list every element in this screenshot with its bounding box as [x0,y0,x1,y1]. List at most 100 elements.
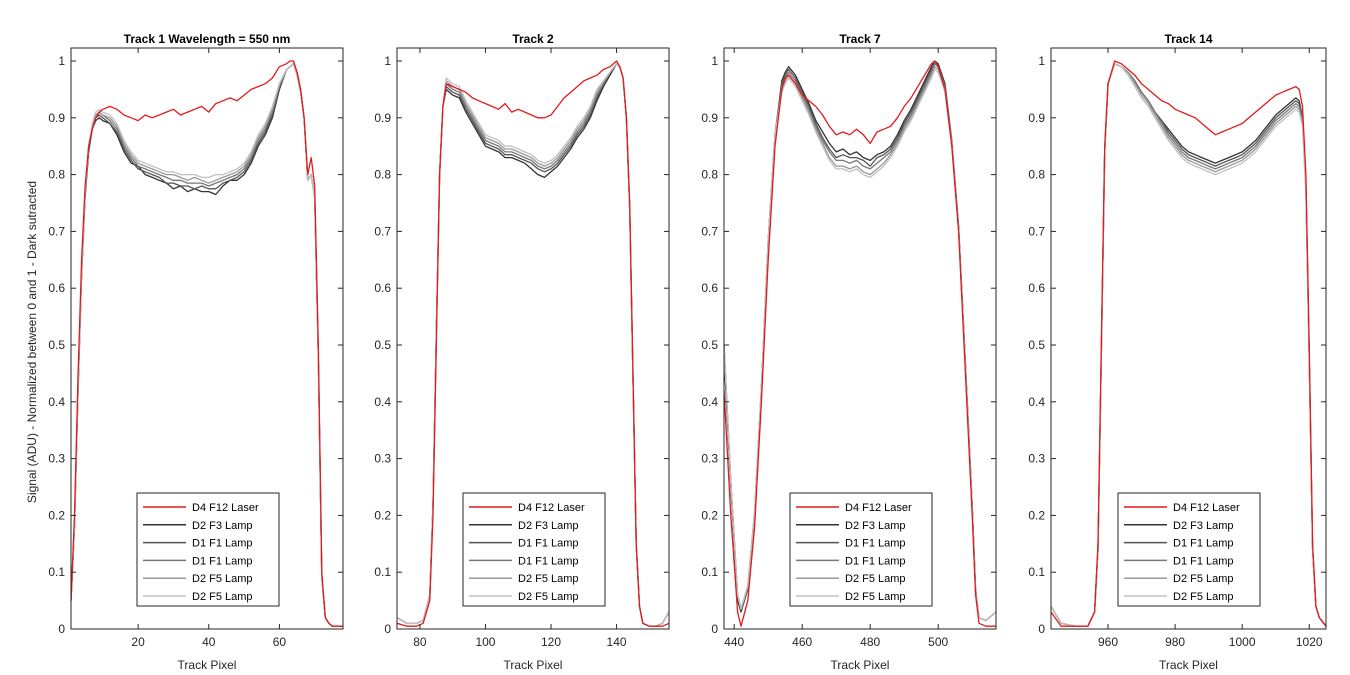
legend-label: D1 F1 Lamp [192,555,253,567]
axes-box [723,47,997,630]
legend-box [789,492,933,607]
y-tick-label: 0.5 [48,338,65,352]
y-tick-label: 0.3 [701,452,718,466]
y-tick-label: 0.1 [48,565,65,579]
legend-label: D2 F3 Lamp [845,520,906,532]
legend-label: D2 F3 Lamp [518,520,579,532]
y-tick-label: 0.4 [48,395,65,409]
chart-panel-3: 0 0.1 0.2 0.3 0.4 0.5 0.6 0.7 0.8 0.9 1 440 460 480 50… [701,32,997,672]
y-tick-label: 0.3 [48,452,65,466]
y-tick-label: 0.9 [1028,111,1045,125]
chart-title: Track 14 [1164,32,1212,46]
series-line-1 [71,60,343,627]
x-tick-label: 440 [724,635,744,649]
legend-label: D2 F5 Lamp [845,573,906,585]
x-tick-label: 120 [541,635,561,649]
y-tick-label: 0.6 [1028,281,1045,295]
y-tick-label: 0.5 [374,338,391,352]
legend-box [462,492,606,607]
x-tick-label: 140 [607,635,627,649]
legend-label: D2 F5 Lamp [845,591,906,603]
series-group [397,60,669,627]
y-tick-label: 0.7 [701,224,718,238]
chart-panel-4: 0 0.1 0.2 0.3 0.4 0.5 0.6 0.7 0.8 0.9 1 960 980 1000 1… [1028,32,1327,672]
y-tick-label: 0.1 [701,565,718,579]
y-tick-label: 1 [1038,54,1045,68]
y-tick-label: 0.8 [1028,168,1045,182]
y-tick-label: 0.9 [701,111,718,125]
series-line-1 [1051,60,1326,627]
y-tick-label: 0.6 [48,281,65,295]
y-tick-label: 1 [384,54,391,68]
legend: D4 F12 Laser D2 F3 Lamp D1 F1 Lamp D1 F1 La… [136,492,280,607]
legend-box [136,492,280,607]
y-tick-label: 0 [711,622,718,636]
legend-label: D4 F12 Laser [1173,502,1240,514]
y-tick-label: 0.2 [48,508,65,522]
legend-box [1117,492,1261,607]
chart-panel-1: 0 0.1 0.2 0.3 0.4 0.5 0.6 0.7 0.8 0.9 1 20 40 60 Track… [48,32,344,672]
x-tick-label: 460 [792,635,812,649]
x-axis-label: Track Pixel [178,658,237,672]
series-line-1 [724,60,996,627]
y-tick-label: 0 [58,622,65,636]
y-tick-label: 0.9 [48,111,65,125]
y-tick-label: 0.7 [1028,224,1045,238]
x-tick-label: 20 [131,635,145,649]
x-tick-label: 960 [1098,635,1118,649]
y-tick-label: 0.6 [374,281,391,295]
chart-title: Track 1 Wavelength = 550 nm [124,32,291,46]
legend-label: D2 F3 Lamp [192,520,253,532]
legend-label: D2 F3 Lamp [1173,520,1234,532]
figure-ylabel: Signal (ADU) - Normalized between 0 and … [25,181,39,503]
y-tick-label: 0.1 [374,565,391,579]
y-tick-label: 0.1 [1028,565,1045,579]
legend-label: D2 F5 Lamp [1173,591,1234,603]
x-tick-label: 1020 [1296,635,1323,649]
legend: D4 F12 Laser D2 F3 Lamp D1 F1 Lamp D1 F1 La… [789,492,933,607]
y-tick-label: 0.3 [1028,452,1045,466]
y-tick-label: 0.5 [701,338,718,352]
legend-label: D4 F12 Laser [845,502,912,514]
legend-label: D2 F5 Lamp [192,573,253,585]
y-tick-label: 0.7 [48,224,65,238]
legend: D4 F12 Laser D2 F3 Lamp D1 F1 Lamp D1 F1 La… [462,492,606,607]
legend-label: D1 F1 Lamp [1173,538,1234,550]
legend-label: D2 F5 Lamp [1173,573,1234,585]
x-tick-label: 480 [860,635,880,649]
x-tick-label: 1000 [1229,635,1256,649]
y-tick-label: 0.7 [374,224,391,238]
legend-label: D4 F12 Laser [518,502,585,514]
y-tick-label: 0 [384,622,391,636]
x-tick-label: 80 [413,635,427,649]
legend-label: D1 F1 Lamp [845,538,906,550]
series-group [71,60,343,627]
series-group [1051,60,1326,627]
y-tick-label: 0.4 [701,395,718,409]
y-tick-label: 0.2 [701,508,718,522]
y-tick-label: 0.8 [374,168,391,182]
y-tick-label: 0.8 [701,168,718,182]
axes-box [70,47,344,630]
y-tick-label: 0.6 [701,281,718,295]
y-tick-label: 0 [1038,622,1045,636]
y-tick-label: 0.2 [374,508,391,522]
y-tick-label: 0.9 [374,111,391,125]
x-axis-label: Track Pixel [1159,658,1218,672]
x-tick-label: 980 [1165,635,1185,649]
x-tick-label: 100 [475,635,495,649]
legend-label: D2 F5 Lamp [518,591,579,603]
axes-box [1050,47,1327,630]
y-tick-label: 0.4 [374,395,391,409]
y-tick-label: 0.8 [48,168,65,182]
series-line-1 [397,60,669,627]
legend-label: D1 F1 Lamp [518,555,579,567]
y-tick-label: 0.5 [1028,338,1045,352]
y-tick-label: 0.4 [1028,395,1045,409]
y-tick-label: 0.3 [374,452,391,466]
legend: D4 F12 Laser D2 F3 Lamp D1 F1 Lamp D1 F1 La… [1117,492,1261,607]
legend-label: D2 F5 Lamp [518,573,579,585]
chart-panel-2: 0 0.1 0.2 0.3 0.4 0.5 0.6 0.7 0.8 0.9 1 80 100 120 140… [374,32,670,672]
